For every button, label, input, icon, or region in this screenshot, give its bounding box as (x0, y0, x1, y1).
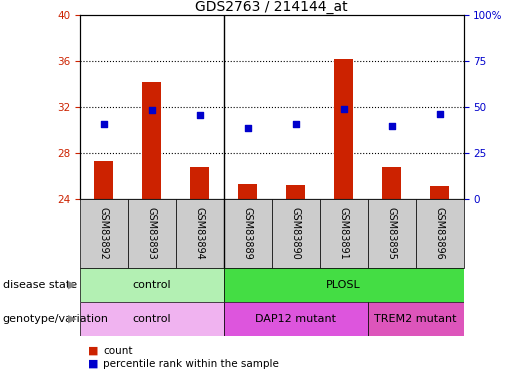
Bar (80, 268, 224, 302)
Bar (416, 199, 464, 268)
Bar (286, 185, 305, 199)
Text: ▶: ▶ (67, 280, 76, 290)
Text: GSM83894: GSM83894 (195, 207, 205, 260)
Point (100, 121, 108, 127)
Bar (224, 302, 368, 336)
Bar (190, 166, 209, 199)
Bar (368, 199, 416, 268)
Bar (224, 268, 464, 302)
Text: GSM83890: GSM83890 (290, 207, 301, 260)
Bar (334, 58, 353, 199)
Point (291, 121, 300, 127)
Bar (382, 166, 401, 199)
Bar (368, 302, 464, 336)
Text: GSM83891: GSM83891 (338, 207, 349, 260)
Bar (272, 199, 320, 268)
Point (244, 124, 252, 130)
Text: ▶: ▶ (67, 314, 76, 324)
Text: count: count (103, 346, 132, 355)
Text: TREM2 mutant: TREM2 mutant (374, 314, 457, 324)
Title: GDS2763 / 214144_at: GDS2763 / 214144_at (195, 0, 348, 14)
Point (339, 106, 348, 112)
Bar (94, 161, 113, 199)
Bar (176, 199, 224, 268)
Bar (80, 302, 224, 336)
Text: GSM83896: GSM83896 (435, 207, 444, 260)
Point (435, 111, 443, 117)
Text: control: control (132, 314, 171, 324)
Point (196, 112, 204, 118)
Point (387, 123, 396, 129)
Text: GSM83893: GSM83893 (147, 207, 157, 260)
Text: control: control (132, 280, 171, 290)
Bar (320, 199, 368, 268)
Point (148, 107, 156, 113)
Bar (238, 184, 258, 199)
Text: disease state: disease state (3, 280, 77, 290)
Text: GSM83889: GSM83889 (243, 207, 253, 260)
Text: GSM83892: GSM83892 (99, 207, 109, 260)
Text: genotype/variation: genotype/variation (3, 314, 109, 324)
Text: GSM83895: GSM83895 (387, 207, 397, 260)
Text: DAP12 mutant: DAP12 mutant (255, 314, 336, 324)
Bar (224, 199, 272, 268)
Text: percentile rank within the sample: percentile rank within the sample (103, 359, 279, 369)
Text: ■: ■ (88, 346, 98, 355)
Text: ■: ■ (88, 359, 98, 369)
Bar (142, 82, 161, 199)
Bar (128, 199, 176, 268)
Text: PLOSL: PLOSL (326, 280, 361, 290)
Bar (80, 199, 128, 268)
Bar (430, 186, 449, 199)
